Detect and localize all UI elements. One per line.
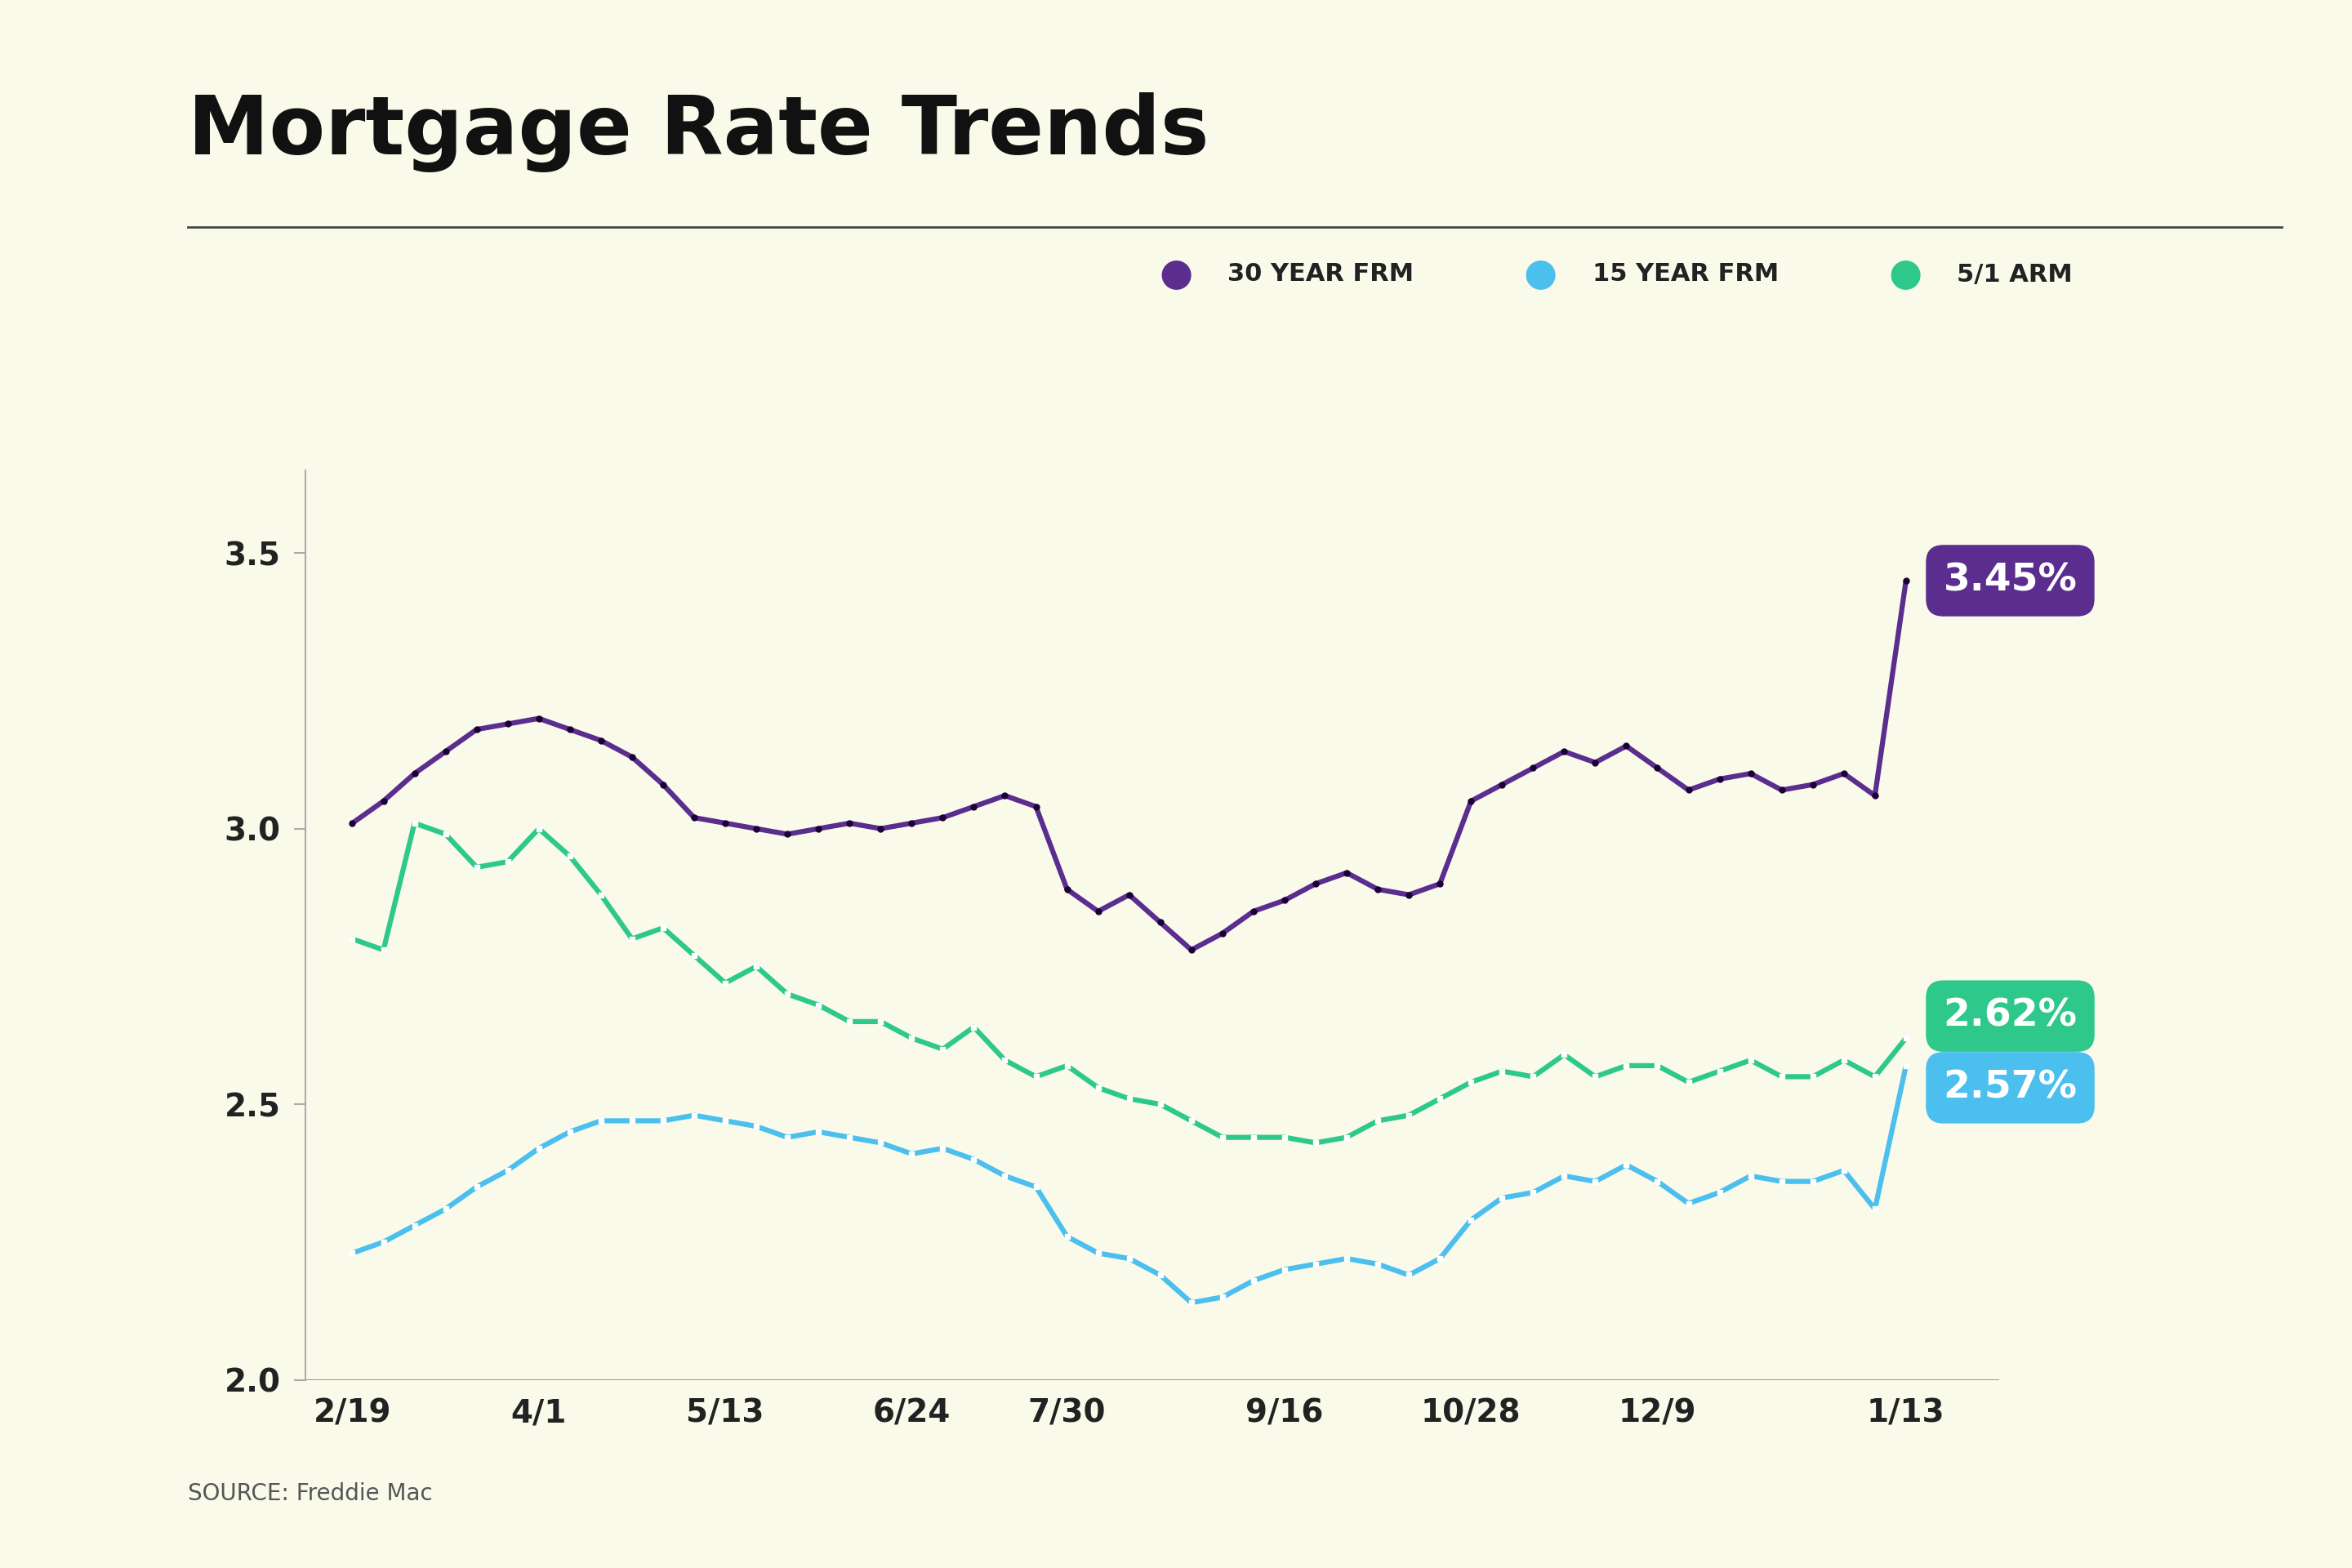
Text: SOURCE: Freddie Mac: SOURCE: Freddie Mac bbox=[188, 1482, 433, 1505]
Text: ●: ● bbox=[1889, 256, 1922, 293]
Text: 2.57%: 2.57% bbox=[1943, 1069, 2077, 1105]
Text: 5/1 ARM: 5/1 ARM bbox=[1957, 262, 2072, 287]
Text: 15 YEAR FRM: 15 YEAR FRM bbox=[1592, 262, 1778, 287]
Text: Mortgage Rate Trends: Mortgage Rate Trends bbox=[188, 93, 1209, 172]
Text: 30 YEAR FRM: 30 YEAR FRM bbox=[1228, 262, 1414, 287]
Text: 3.45%: 3.45% bbox=[1943, 563, 2077, 599]
Text: 2.62%: 2.62% bbox=[1943, 997, 2077, 1035]
Text: ●: ● bbox=[1160, 256, 1192, 293]
Text: ●: ● bbox=[1524, 256, 1557, 293]
